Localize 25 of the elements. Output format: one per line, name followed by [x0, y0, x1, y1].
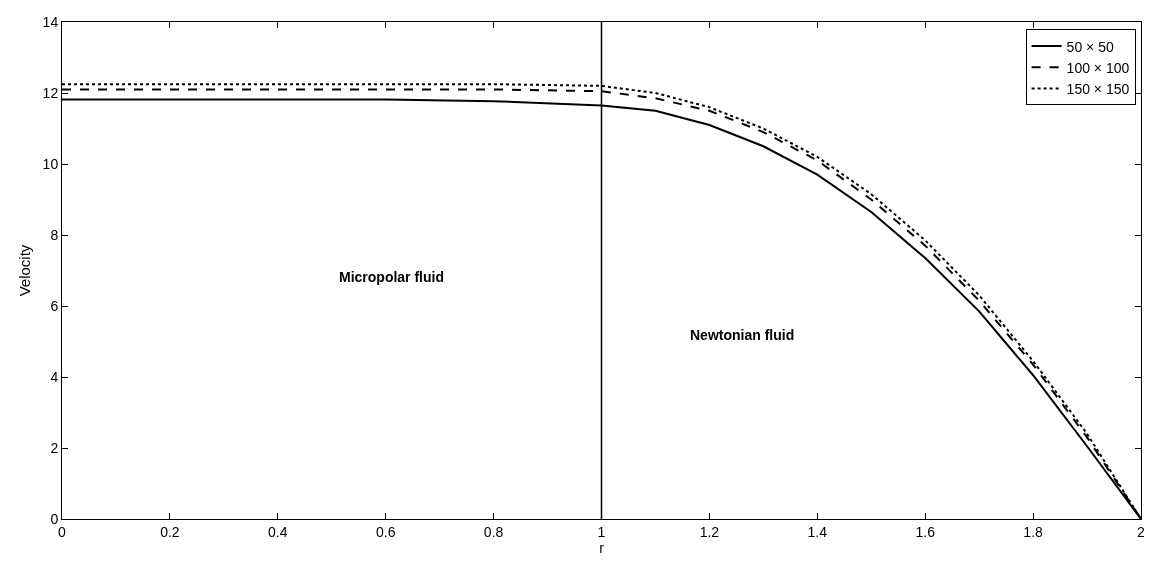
x-tick-label: 1.2 [699, 523, 720, 540]
y-tick-label: 4 [50, 368, 59, 385]
annotation: Newtonian fluid [690, 327, 795, 343]
legend-label: 150 × 150 [1066, 80, 1130, 97]
x-tick-label: 0.2 [160, 523, 180, 540]
x-tick-label: 2 [1137, 523, 1146, 540]
y-tick-label: 0 [50, 510, 59, 527]
y-tick-label: 8 [50, 226, 59, 243]
x-axis-title: r [599, 539, 605, 556]
legend-label: 50 × 50 [1066, 38, 1114, 55]
annotation: Micropolar fluid [339, 269, 444, 285]
legend-label: 100 × 100 [1066, 59, 1130, 76]
x-tick-label: 1.8 [1023, 523, 1044, 540]
x-tick-label: 0.4 [268, 523, 288, 540]
y-tick-label: 6 [50, 297, 59, 314]
x-tick-label: 1.6 [915, 523, 936, 540]
x-tick-label: 1 [597, 523, 606, 540]
x-tick-label: 0.8 [483, 523, 504, 540]
y-tick-label: 2 [50, 439, 59, 456]
y-tick-label: 10 [42, 155, 59, 172]
y-axis-title: Velocity [15, 244, 33, 297]
x-tick-label: 1.4 [807, 523, 828, 540]
y-tick-label: 14 [42, 13, 59, 30]
x-tick-label: 0.6 [375, 523, 396, 540]
y-tick-label: 12 [42, 84, 59, 101]
